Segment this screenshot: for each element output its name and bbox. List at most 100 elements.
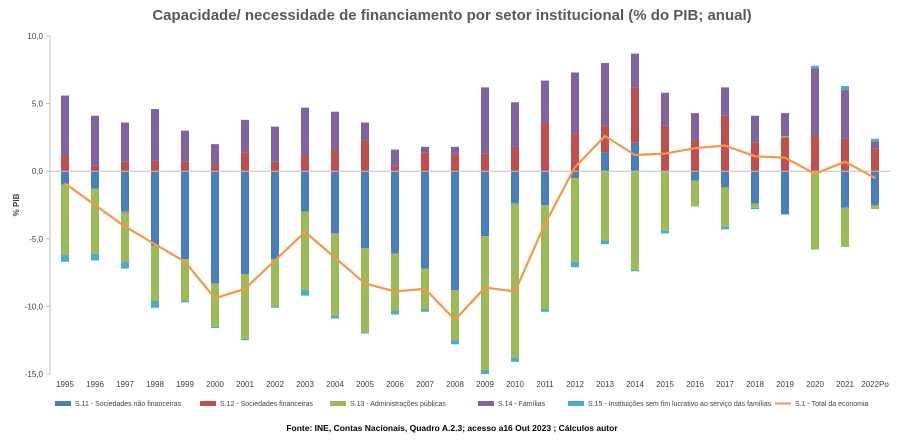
bar-segment: [841, 207, 849, 247]
bar-segment: [691, 180, 699, 207]
bar-segment: [271, 161, 279, 172]
line-point: [694, 147, 696, 150]
bar-segment: [361, 122, 369, 141]
bar-segment: [631, 87, 639, 143]
x-tick-label: 1998: [146, 380, 164, 389]
bar-segment: [121, 161, 129, 172]
legend-label: S.14 - Famílias: [498, 401, 546, 408]
line-point: [484, 286, 486, 289]
x-tick-label: 2021: [836, 380, 854, 389]
line-point: [454, 319, 456, 321]
bar-segment: [301, 107, 309, 155]
bar-segment: [331, 111, 339, 150]
bar-segment: [211, 144, 219, 165]
total-economy-line: [64, 134, 876, 321]
bar-segment: [691, 140, 699, 172]
x-tick-label: 2010: [506, 380, 524, 389]
x-tick-label: 2000: [206, 380, 224, 389]
x-tick-label: 1995: [56, 380, 74, 389]
bar-segment: [571, 177, 579, 262]
bar-segment: [361, 140, 369, 172]
bar-segment: [601, 152, 609, 172]
x-tick-label: 2005: [356, 380, 374, 389]
bar-segment: [601, 125, 609, 153]
line-point: [874, 177, 876, 179]
bar-segment: [601, 171, 609, 241]
bar-segment: [541, 309, 549, 312]
x-tick-label: 2008: [446, 380, 464, 389]
bar-segment: [841, 86, 849, 91]
x-tick-label: 2016: [686, 380, 704, 389]
x-tick-label: 2019: [776, 380, 794, 389]
bar-segment: [841, 138, 849, 172]
bar-segment: [421, 152, 429, 172]
legend-label: S.13 - Administrações públicas: [350, 401, 446, 408]
x-tick-label: 2002: [266, 380, 284, 389]
bar-segment: [181, 171, 189, 260]
bar-segment: [481, 369, 489, 374]
bar-segment: [511, 146, 519, 172]
bar-segment: [301, 154, 309, 172]
x-tick-label: 2015: [656, 380, 674, 389]
y-tick-label: 10,0: [27, 32, 43, 41]
bar-segment: [391, 149, 399, 166]
bar-segment: [151, 300, 159, 308]
legend-label: S.11 - Sociedades não financeiras: [75, 401, 182, 408]
bar-segment: [601, 63, 609, 126]
bar-segment: [301, 211, 309, 291]
bar-segment: [631, 171, 639, 270]
bar-segment: [91, 171, 99, 189]
bar-segment: [841, 90, 849, 139]
bar-segment: [61, 171, 69, 185]
bar-segment: [451, 171, 459, 291]
line-point: [244, 288, 246, 290]
bar-segment: [181, 161, 189, 172]
bar-segment: [391, 253, 399, 311]
bar-segment: [721, 115, 729, 172]
bar-segment: [481, 153, 489, 172]
line-point: [334, 256, 336, 259]
legend-label: S.1 - Total da economia: [795, 401, 869, 408]
bar-segment: [601, 240, 609, 245]
bar-segment: [451, 340, 459, 345]
bar-segment: [721, 171, 729, 188]
line-point: [604, 135, 606, 137]
x-tick-label: 2014: [626, 380, 644, 389]
y-tick-label: -10,0: [25, 302, 44, 311]
bar-segment: [511, 171, 519, 204]
bar-segment: [331, 315, 339, 319]
legend: S.11 - Sociedades não financeiras S.12 - …: [55, 401, 869, 408]
y-tick-label: -15,0: [25, 370, 44, 379]
legend-swatch: [200, 401, 216, 406]
bar-segment: [181, 259, 189, 301]
chart-title: Capacidade/ necessidade de financiamento…: [152, 7, 751, 24]
x-tick-label: 2003: [296, 380, 314, 389]
bar-segment: [151, 109, 159, 161]
bar-segment: [271, 306, 279, 308]
bar-segment: [631, 53, 639, 88]
bar-segment: [781, 137, 789, 172]
bar-segment: [721, 226, 729, 230]
line-point: [364, 282, 366, 285]
bar-segment: [211, 164, 219, 172]
x-tick-label: 2001: [236, 380, 254, 389]
line-point: [124, 225, 126, 228]
bar-segment: [331, 233, 339, 316]
line-point: [424, 288, 426, 290]
line-point: [514, 290, 516, 293]
line-point: [574, 166, 576, 168]
line-point: [754, 155, 756, 158]
bar-segment: [871, 205, 879, 210]
x-tick-label: 2017: [716, 380, 734, 389]
bar-segment: [61, 255, 69, 262]
line-point: [724, 144, 726, 147]
bar-segment: [211, 283, 219, 327]
bar-segment: [661, 230, 669, 234]
x-tick-label: 2006: [386, 380, 404, 389]
bar-segment: [181, 130, 189, 162]
bar-segment: [211, 326, 219, 329]
bar-segment: [661, 171, 669, 231]
bar-segment: [481, 171, 489, 237]
line-point: [184, 260, 186, 263]
bar-segment: [511, 357, 519, 362]
